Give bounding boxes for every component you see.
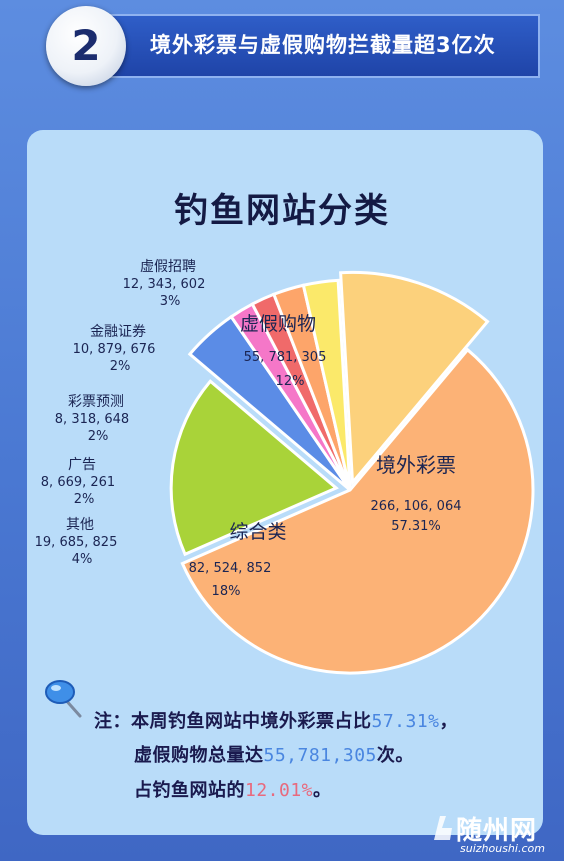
note-line-3: 占钓鱼网站的12.01%。 [134,776,332,802]
slice-value-label: 8, 318, 648 [55,412,129,427]
watermark-url: suizhoushi.com [460,842,545,855]
slice-percent-label: 2% [110,359,131,374]
slice-name-label: 境外彩票 [376,453,456,477]
pushpin-icon [45,680,82,718]
slice-name-label: 金融证券 [90,324,146,340]
slice-value-label: 8, 669, 261 [41,475,115,490]
slice-percent-label: 12% [276,374,305,389]
slice-name-label: 其他 [66,517,94,533]
header-title: 境外彩票与虚假购物拦截量超3亿次 [150,33,496,57]
slice-percent-label: 57.31% [391,519,441,534]
note-line-1-suffix: ， [439,711,459,732]
slice-value-label: 266, 106, 064 [371,499,462,514]
slice-value-label: 12, 343, 602 [123,277,206,292]
note-line-2-text: 虚假购物总量达 [134,745,264,766]
note-line-1: 注：本周钓鱼网站中境外彩票占比57.31%， [94,707,458,733]
slice-value-label: 10, 879, 676 [73,342,156,357]
pie-slice [301,278,352,491]
note-line-1-value: 57.31% [371,711,440,732]
slice-percent-label: 2% [88,429,109,444]
slice-percent-label: 4% [72,552,93,567]
slice-percent-label: 3% [160,294,181,309]
chart-title: 钓鱼网站分类 [174,191,390,231]
slice-percent-label: 18% [212,584,241,599]
slice-percent-label: 2% [74,492,95,507]
watermark-logo-icon [434,816,452,840]
slice-value-label: 82, 524, 852 [189,561,272,576]
slice-value-label: 55, 781, 305 [244,350,327,365]
slice-name-label: 彩票预测 [68,394,124,410]
pie-slice [180,347,535,675]
header-bar [100,14,540,78]
note-line-2-value: 55,781,305 [263,745,377,766]
watermark-text: 随州网 [456,816,538,846]
watermark: 随州网 suizhoushi.com [430,808,560,858]
note-line-3-suffix: 。 [313,780,332,801]
note-line-2-suffix: 次。 [376,745,414,766]
slice-value-label: 19, 685, 825 [35,535,118,550]
section-number-badge: 2 [46,6,126,86]
slice-name-label: 综合类 [229,521,286,543]
note-line-2: 虚假购物总量达55,781,305次。 [134,741,414,767]
pie-slice [169,379,339,557]
slice-name-label: 广告 [68,457,96,473]
slice-name-label: 虚假购物 [240,313,316,335]
slice-name-label: 虚假招聘 [140,259,196,275]
note-line-3-text: 占钓鱼网站的 [134,780,245,801]
note-line-1-text: 注：本周钓鱼网站中境外彩票占比 [94,711,372,732]
pie-slice [339,270,490,487]
note-line-3-value: 12.01% [245,780,314,801]
